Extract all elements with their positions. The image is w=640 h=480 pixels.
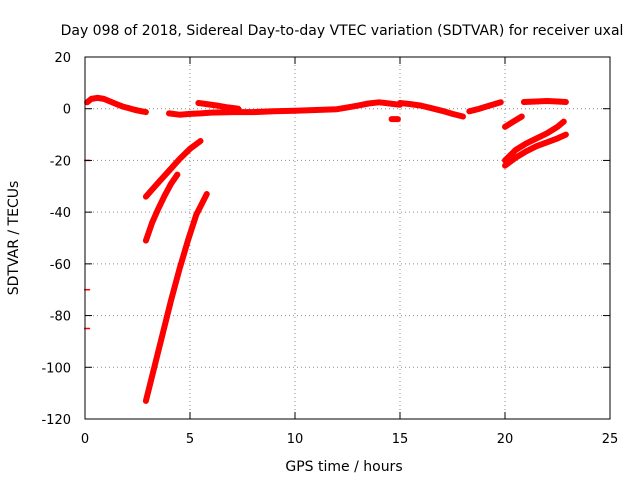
chart-title: Day 098 of 2018, Sidereal Day-to-day VTE…: [61, 23, 624, 39]
x-tick-label: 5: [186, 432, 194, 447]
y-tick-label: -60: [50, 258, 71, 273]
y-tick-label: -80: [50, 310, 71, 325]
x-tick-label: 10: [287, 432, 304, 447]
y-tick-label: -120: [41, 413, 71, 428]
series-trace-7: [502, 113, 525, 130]
series-trace-5: [397, 100, 466, 120]
plot-frame: [84, 56, 611, 420]
series-trace-13: [142, 191, 210, 404]
y-axis-label: SDTVAR / TECUs: [6, 181, 22, 296]
axis-ticks: 0 5 10 15 20 25 20 0 -20 -40 -60 -80 -100 -120: [41, 51, 618, 447]
x-axis-label: GPS time / hours: [285, 459, 402, 475]
series-trace-9: [502, 118, 567, 164]
x-tick-label: 15: [392, 432, 409, 447]
y-tick-label: -20: [50, 154, 71, 169]
series-trace-8: [520, 98, 569, 105]
series-trace-2: [166, 99, 403, 118]
series-trace-12: [142, 171, 181, 244]
series-trace-11: [142, 138, 204, 200]
series-trace-10: [502, 131, 569, 169]
x-tick-label: 0: [81, 432, 89, 447]
grid: [85, 57, 610, 419]
y-tick-label: 0: [63, 103, 71, 118]
series-trace-1: [84, 94, 149, 116]
y-tick-label: -100: [41, 361, 71, 376]
series-trace-6: [466, 99, 504, 115]
y-tick-label: -40: [50, 206, 71, 221]
x-tick-label: 20: [497, 432, 514, 447]
data-series: [84, 94, 569, 404]
series-trace-3: [195, 100, 242, 112]
y-tick-label: 20: [54, 51, 71, 66]
x-tick-label: 25: [602, 432, 619, 447]
